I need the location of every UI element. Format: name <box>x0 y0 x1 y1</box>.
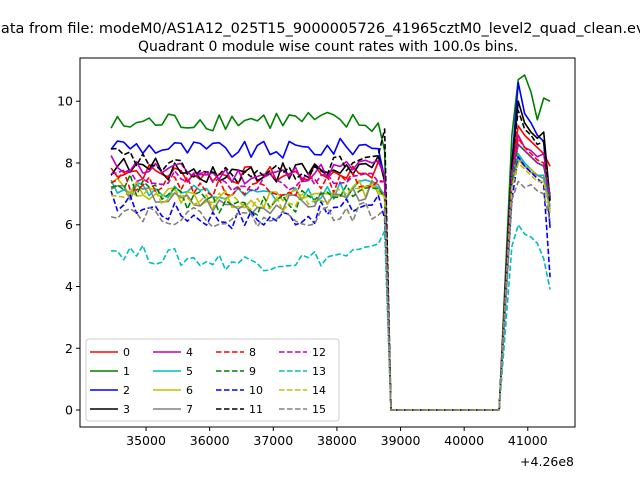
x-tick-label: 37000 <box>253 433 293 448</box>
legend-label-0: 0 <box>123 346 130 359</box>
series-line-15 <box>110 180 551 411</box>
y-tick-label: 10 <box>57 94 73 109</box>
legend-label-5: 5 <box>186 365 193 378</box>
legend-label-1: 1 <box>123 365 130 378</box>
legend-label-12: 12 <box>312 346 326 359</box>
figure-suptitle: Data from file: modeM0/AS1A12_025T15_900… <box>0 21 640 37</box>
legend-label-3: 3 <box>123 403 130 416</box>
legend-label-8: 8 <box>249 346 256 359</box>
legend-label-14: 14 <box>312 384 326 397</box>
x-tick-label: 38000 <box>317 433 357 448</box>
legend-label-10: 10 <box>249 384 263 397</box>
x-axis: 35000 36000 37000 38000 39000 40000 41000 <box>126 427 548 448</box>
legend-label-15: 15 <box>312 403 326 416</box>
legend-label-6: 6 <box>186 384 193 397</box>
y-tick-label: 6 <box>65 217 73 232</box>
y-tick-label: 2 <box>65 341 73 356</box>
series-layer <box>110 74 551 411</box>
legend-label-11: 11 <box>249 403 263 416</box>
chart-title: Quadrant 0 module wise count rates with … <box>138 39 518 55</box>
legend-label-9: 9 <box>249 365 256 378</box>
x-tick-label: 35000 <box>126 433 166 448</box>
legend-label-7: 7 <box>186 403 193 416</box>
x-axis-offset-label: +4.26e8 <box>520 454 574 469</box>
x-tick-label: 40000 <box>444 433 484 448</box>
x-tick-label: 36000 <box>190 433 230 448</box>
plot-frame <box>79 57 576 428</box>
y-axis: 0 2 4 6 8 10 <box>57 94 80 418</box>
x-tick-label: 39000 <box>381 433 421 448</box>
legend-label-2: 2 <box>123 384 130 397</box>
y-tick-label: 0 <box>65 403 73 418</box>
legend-label-4: 4 <box>186 346 193 359</box>
y-tick-label: 4 <box>65 279 73 294</box>
y-tick-label: 8 <box>65 155 73 170</box>
legend-label-13: 13 <box>312 365 326 378</box>
legend-frame <box>85 338 340 422</box>
x-tick-label: 41000 <box>508 433 548 448</box>
